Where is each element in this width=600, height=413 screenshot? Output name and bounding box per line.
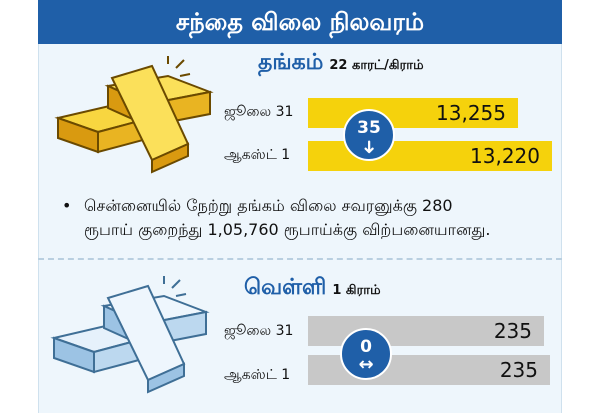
section-divider xyxy=(38,258,562,260)
page-title: சந்தை விலை நிலவரம் xyxy=(38,0,562,44)
gold-change-value: 35 xyxy=(357,118,381,138)
gold-date-1: ஜூலை 31 xyxy=(224,104,294,120)
gold-name: தங்கம் xyxy=(258,50,324,75)
silver-name: வெள்ளி xyxy=(244,275,327,300)
silver-bars-illustration xyxy=(50,276,210,394)
silver-date-2: ஆகஸ்ட் 1 xyxy=(224,367,291,383)
silver-unit: 1 கிராம் xyxy=(332,283,381,298)
gold-unit: 22 காரட்/கிராம் xyxy=(329,58,424,73)
gold-price-bar-1: 13,255 xyxy=(308,98,518,128)
gold-heading: தங்கம் 22 காரட்/கிராம் xyxy=(258,50,424,78)
silver-change-value: 0 xyxy=(360,337,372,357)
silver-date-1: ஜூலை 31 xyxy=(224,323,294,339)
arrow-down-icon: ➜ xyxy=(359,139,380,155)
gold-note-line-2: ரூபாய் குறைந்து 1,05,760 ரூபாய்க்கு விற்… xyxy=(84,220,491,239)
gold-date-2: ஆகஸ்ட் 1 xyxy=(224,147,291,163)
gold-note-text: சென்னையில் நேற்று தங்கம் விலை சவரனுக்கு … xyxy=(84,194,552,242)
gold-change-badge: 35 ➜ xyxy=(343,109,395,161)
gold-note-line-1: சென்னையில் நேற்று தங்கம் விலை சவரனுக்கு … xyxy=(84,196,453,215)
silver-heading: வெள்ளி 1 கிராம் xyxy=(244,275,381,303)
silver-price-bar-1: 235 xyxy=(308,316,544,346)
gold-bars-illustration xyxy=(54,56,214,174)
silver-change-badge: 0 ↔ xyxy=(340,328,392,380)
bullet-icon: • xyxy=(62,196,72,215)
arrow-left-right-icon: ↔ xyxy=(358,354,374,375)
